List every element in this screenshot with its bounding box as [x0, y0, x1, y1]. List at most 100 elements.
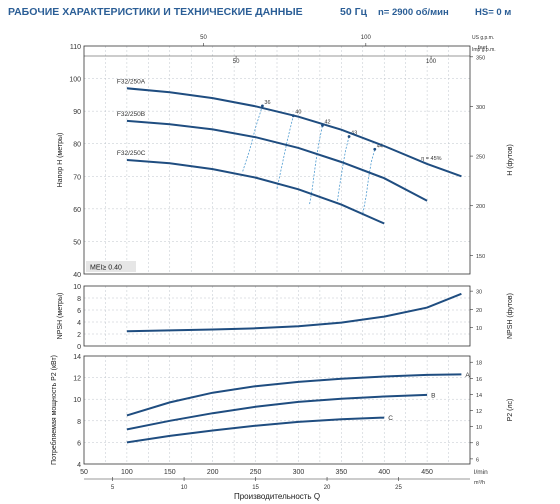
m3h-tick-label: 20 [324, 485, 331, 491]
us-gpm-unit: US g.p.m. [472, 35, 494, 41]
imp-gpm-tick-label: 50 [233, 59, 240, 65]
power-secondary-tick-label: 6 [476, 457, 479, 463]
head-ytick-label: 70 [73, 174, 81, 181]
head-frame [83, 45, 471, 275]
lmin-tick-label: 200 [207, 469, 219, 476]
npsh-ylabel-right: NPSH (футов) [507, 293, 514, 339]
head-secondary-tick-label: 200 [476, 204, 485, 210]
efficiency-label: 44 [377, 143, 383, 149]
power-frame [83, 355, 471, 465]
head-curve-f32-250a [126, 87, 462, 178]
npsh-frame [83, 285, 471, 347]
power-ytick-label: 12 [73, 376, 81, 383]
feet-unit-label: feet [478, 45, 488, 51]
lmin-tick-label: 50 [80, 469, 88, 476]
power-ytick-label: 6 [77, 440, 81, 447]
head-curve-label: F32/250A [117, 78, 146, 85]
efficiency-isoline [276, 115, 294, 189]
efficiency-tag-label: η = 45% [421, 156, 441, 162]
head-ytick-label: 110 [70, 44, 81, 51]
lmin-tick-label: 450 [421, 469, 433, 476]
head-ylabel-right: H (футов) [507, 144, 514, 176]
head-secondary-tick-label: 300 [476, 105, 485, 111]
frequency-label: 50 Гц [340, 6, 368, 18]
lmin-tick-label: 300 [293, 469, 305, 476]
head-ylabel-left: Напор H (метры) [57, 133, 64, 188]
power-secondary-tick-label: 18 [476, 361, 482, 367]
imp-gpm-tick-label: 100 [426, 59, 437, 65]
m3h-tick-label: 15 [252, 485, 259, 491]
power-ytick-label: 4 [77, 462, 81, 469]
efficiency-point [373, 147, 377, 151]
lmin-unit-label: l/min [474, 469, 488, 476]
power-secondary-tick-label: 16 [476, 377, 482, 383]
power-ylabel-right: P2 (лс) [507, 399, 514, 422]
power-secondary-tick-label: 8 [476, 441, 479, 447]
npsh-curve [126, 292, 462, 333]
npsh-ylabel-left: NPSH (метры) [57, 293, 64, 340]
power-curve-label: A [465, 372, 470, 379]
npsh-ytick-label: 0 [77, 344, 81, 351]
power-curve-a [126, 373, 462, 417]
head-ytick-label: 90 [73, 109, 81, 116]
head-curve-label: F32/250C [117, 150, 146, 157]
head-ytick-label: 50 [73, 239, 81, 246]
efficiency-isoline [309, 125, 323, 205]
us-gpm-tick-label: 50 [200, 35, 207, 41]
npsh-secondary-tick-label: 30 [476, 290, 482, 296]
chart-layer: 405060708090100110150200250300350feetНап… [50, 35, 514, 501]
m3h-tick-label: 5 [111, 485, 115, 491]
head-curve-label: F32/250B [117, 111, 145, 118]
efficiency-label: 36 [264, 100, 270, 106]
power-secondary-tick-label: 14 [476, 393, 482, 399]
power-curve-b [126, 393, 428, 431]
suction-head-label: HS= 0 м [475, 7, 511, 18]
efficiency-label: 40 [295, 110, 301, 116]
efficiency-point [347, 135, 351, 138]
npsh-ytick-label: 2 [77, 332, 81, 339]
lmin-tick-label: 100 [121, 469, 133, 476]
head-ytick-label: 40 [73, 272, 81, 279]
head-secondary-tick-label: 350 [476, 55, 485, 61]
efficiency-isoline [242, 105, 263, 172]
npsh-ytick-label: 4 [77, 320, 81, 327]
npsh-ytick-label: 8 [77, 296, 81, 303]
head-ytick-label: 80 [73, 142, 81, 149]
power-curve-c [126, 416, 385, 444]
power-curve-label: B [431, 392, 435, 399]
lmin-tick-label: 150 [164, 469, 176, 476]
power-ytick-label: 8 [77, 419, 81, 426]
m3h-tick-label: 10 [181, 485, 188, 491]
power-ylabel-left: Потребляемая мощность P2 (кВт) [50, 355, 58, 465]
head-curve-f32-250b [126, 119, 428, 202]
mei-badge [86, 261, 136, 272]
x-axis-label: Производительность Q [234, 492, 320, 501]
head-ytick-label: 100 [69, 77, 81, 84]
power-curve-label: C [388, 415, 393, 422]
mei-label: MEI≥ 0.40 [90, 265, 122, 272]
npsh-ytick-label: 10 [73, 284, 81, 291]
power-ytick-label: 10 [73, 397, 81, 404]
lmin-tick-label: 400 [378, 469, 390, 476]
sheet-title: РАБОЧИЕ ХАРАКТЕРИСТИКИ И ТЕХНИЧЕСКИЕ ДАН… [8, 6, 303, 18]
power-secondary-tick-label: 10 [476, 425, 482, 431]
npsh-ytick-label: 6 [77, 308, 81, 315]
lmin-tick-label: 350 [335, 469, 347, 476]
efficiency-isoline [336, 136, 350, 205]
npsh-secondary-tick-label: 10 [476, 326, 482, 332]
lmin-tick-label: 250 [250, 469, 262, 476]
power-secondary-tick-label: 12 [476, 409, 482, 415]
npsh-secondary-tick-label: 20 [476, 308, 482, 314]
head-secondary-tick-label: 250 [476, 155, 485, 161]
us-gpm-tick-label: 100 [361, 35, 372, 41]
efficiency-point [261, 104, 264, 108]
efficiency-label: 42 [324, 119, 330, 125]
head-secondary-tick-label: 150 [476, 254, 485, 260]
head-curve-f32-250c [126, 159, 385, 225]
imp-gpm-unit: Imp g.p.m. [472, 47, 496, 53]
head-ytick-label: 60 [73, 207, 81, 214]
power-ytick-label: 14 [73, 354, 81, 361]
speed-label: n= 2900 об/мин [378, 7, 449, 18]
